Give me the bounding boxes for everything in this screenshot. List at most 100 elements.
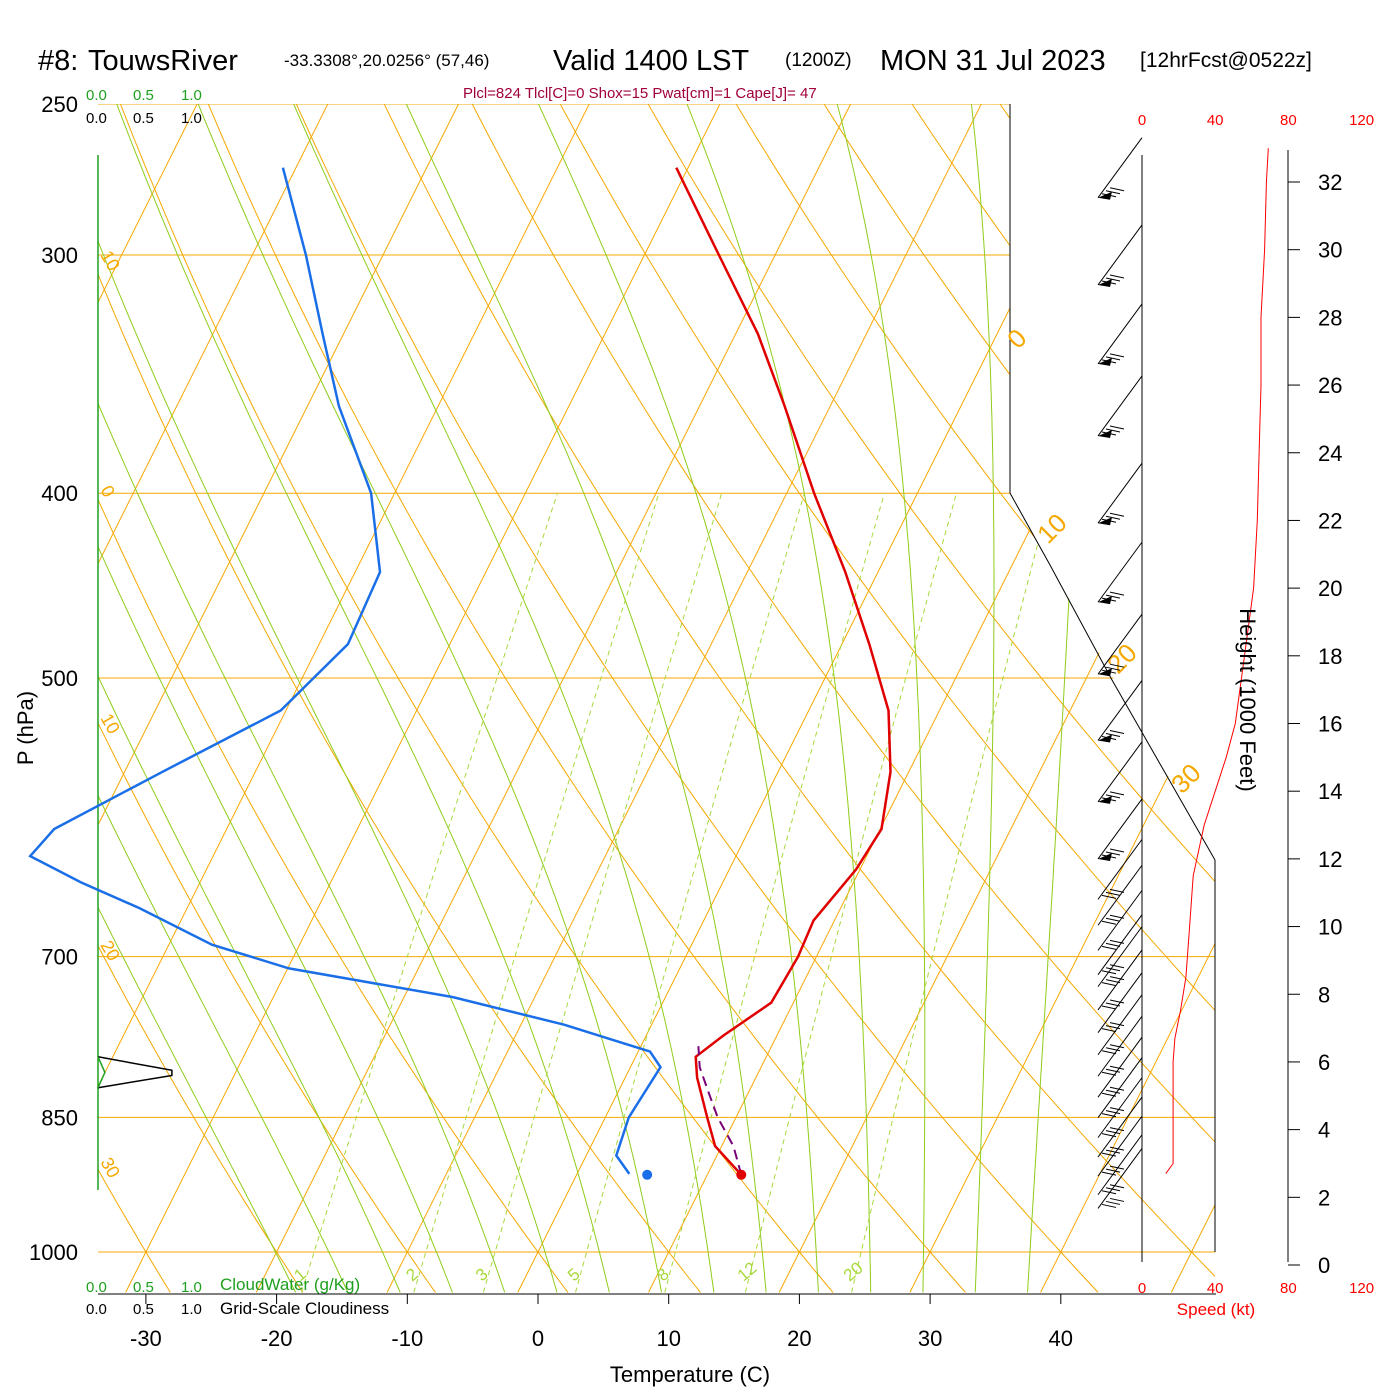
moist-adiabat--20 <box>98 104 297 1293</box>
mixing-ratio-5 <box>575 493 805 1293</box>
speed-tick-top-120: 120 <box>1349 112 1374 129</box>
moist-adiabat--4 <box>98 104 506 1293</box>
x-tick-label-0: 0 <box>532 1326 544 1351</box>
moist-adiabat--8 <box>98 104 453 1293</box>
moist-adiabat-16 <box>390 104 767 1293</box>
height-tick-label-30: 30 <box>1318 238 1342 263</box>
x-tick-label-20: 20 <box>787 1326 811 1351</box>
mixing-ratio-2 <box>413 493 660 1293</box>
dry-adiabat-130 <box>1063 104 1215 1293</box>
height-tick-label-26: 26 <box>1318 373 1342 398</box>
surface-dewpoint-dot <box>642 1169 653 1180</box>
dry-adiabat--20 <box>98 104 304 1293</box>
cloud-scale-top-green-2: 1.0 <box>181 87 202 104</box>
speed-tick-top-80: 80 <box>1280 112 1297 129</box>
wind-barb-400 <box>1097 462 1143 526</box>
x-tick-label--30: -30 <box>130 1326 162 1351</box>
isotherm-30 <box>909 104 1215 1293</box>
station-name: TouwsRiver <box>88 45 238 77</box>
height-tick-label-8: 8 <box>1318 982 1330 1007</box>
x-tick-label-40: 40 <box>1049 1326 1073 1351</box>
moist-adiabat--16 <box>98 104 349 1293</box>
height-tick-label-22: 22 <box>1318 508 1342 533</box>
y-tick-label-500: 500 <box>41 666 78 691</box>
height-tick-label-14: 14 <box>1318 779 1342 804</box>
wind-barb-900 <box>1097 1134 1143 1196</box>
wind-barb-270 <box>1097 137 1143 200</box>
cloud-scale-top-black-0: 0.0 <box>86 110 107 127</box>
isotherm--30 <box>125 104 738 1293</box>
parcel-line <box>697 1046 743 1176</box>
speed-tick-top-40: 40 <box>1207 112 1224 129</box>
mixing-ratio-12 <box>744 493 957 1293</box>
chart-marks: -30 -20 -10 0 10 20 30 402503004005007008501000… <box>29 92 1374 1351</box>
dry-adiabat-70 <box>541 104 1215 1293</box>
height-tick-label-32: 32 <box>1318 170 1342 195</box>
mixing-ratio-20 <box>851 493 1052 1293</box>
dry-adiabat--30 <box>98 104 171 1293</box>
wind-barb-650 <box>1097 864 1143 926</box>
isotherm-60 <box>1302 70 1400 1292</box>
surface-temperature-dot <box>736 1169 747 1180</box>
dry-adiabat-30 <box>193 104 966 1293</box>
cloud-scale-top-black-1: 0.5 <box>133 110 154 127</box>
stability-diagnostics: Plcl=824 Tlcl[C]=0 Shox=15 Pwat[cm]=1 Ca… <box>463 85 817 102</box>
cloudiness-line <box>97 1056 173 1089</box>
height-tick-label-4: 4 <box>1318 1118 1330 1143</box>
wind-barb-690 <box>1097 914 1143 976</box>
moist-adiabat--12 <box>98 104 401 1293</box>
wind-barb-740 <box>1097 972 1143 1033</box>
dry-adiabat-10 <box>98 104 701 1293</box>
y-axis-label: P (hPa) <box>13 691 38 765</box>
isotherm--50 <box>98 104 476 1293</box>
temperature-line <box>675 167 892 1176</box>
y-tick-label-250: 250 <box>41 92 78 117</box>
height-tick-label-10: 10 <box>1318 915 1342 940</box>
wind-barb-520 <box>1097 680 1143 743</box>
wind-barb-720 <box>1097 949 1143 1011</box>
wind-barb-780 <box>1097 1015 1143 1077</box>
dry-adiabat--10 <box>98 104 436 1293</box>
isotherm-label-2: 10 <box>97 710 124 737</box>
isotherm-label-8: 30 <box>1165 758 1207 800</box>
mixing-ratio-3 <box>482 493 723 1293</box>
height-tick-label-16: 16 <box>1318 712 1342 737</box>
wind-barb-700 <box>1097 926 1143 987</box>
station-id: #8: <box>38 45 78 77</box>
isotherm--40 <box>98 104 607 1293</box>
wind-barb-840 <box>1097 1077 1143 1138</box>
wind-barb-630 <box>1097 839 1143 900</box>
wind-barb-670 <box>1097 890 1143 951</box>
dry-adiabat-140 <box>1150 104 1215 1293</box>
cloud-scale-bottom-green-2: 1.0 <box>181 1279 202 1296</box>
height-axis-label: Height (1000 Feet) <box>1235 608 1260 791</box>
dry-adiabat-90 <box>715 104 1215 1293</box>
mixing-ratio-1 <box>301 493 558 1293</box>
station-coords: -33.3308°,20.0256° (57,46) <box>284 51 489 70</box>
forecast-info: [12hrFcst@0522z] <box>1140 49 1312 72</box>
speed-tick-bottom-40: 40 <box>1207 1280 1224 1297</box>
speed-axis-label: Speed (kt) <box>1177 1300 1255 1319</box>
wind-barb-915 <box>1097 1148 1143 1209</box>
isotherm-label-0: 10 <box>97 247 124 274</box>
moist-adiabat-36 <box>1027 104 1085 1293</box>
wind-barb-880 <box>1097 1115 1143 1177</box>
isotherm-40 <box>1040 104 1215 1293</box>
isotherm-label-4: 30 <box>97 1154 124 1181</box>
height-tick-label-0: 0 <box>1318 1253 1330 1278</box>
frame-right-diagonal <box>1009 492 1216 861</box>
cloudiness-label: Grid-Scale Cloudiness <box>220 1299 389 1318</box>
moist-adiabat-28 <box>827 104 926 1293</box>
isotherm--20 <box>255 104 868 1293</box>
valid-date: MON 31 Jul 2023 <box>880 45 1106 77</box>
height-tick-label-20: 20 <box>1318 576 1342 601</box>
wind-barb-360 <box>1097 375 1143 438</box>
isotherm-10 <box>648 104 1215 1293</box>
wind-barb-300 <box>1097 224 1143 287</box>
dewpoint-line <box>28 167 662 1175</box>
cloud-water-line <box>97 1056 106 1089</box>
height-tick-label-18: 18 <box>1318 644 1342 669</box>
isotherm--60 <box>98 104 346 1293</box>
cloud-scale-bottom-green-0: 0.0 <box>86 1279 107 1296</box>
zulu-time: (1200Z) <box>785 50 852 71</box>
